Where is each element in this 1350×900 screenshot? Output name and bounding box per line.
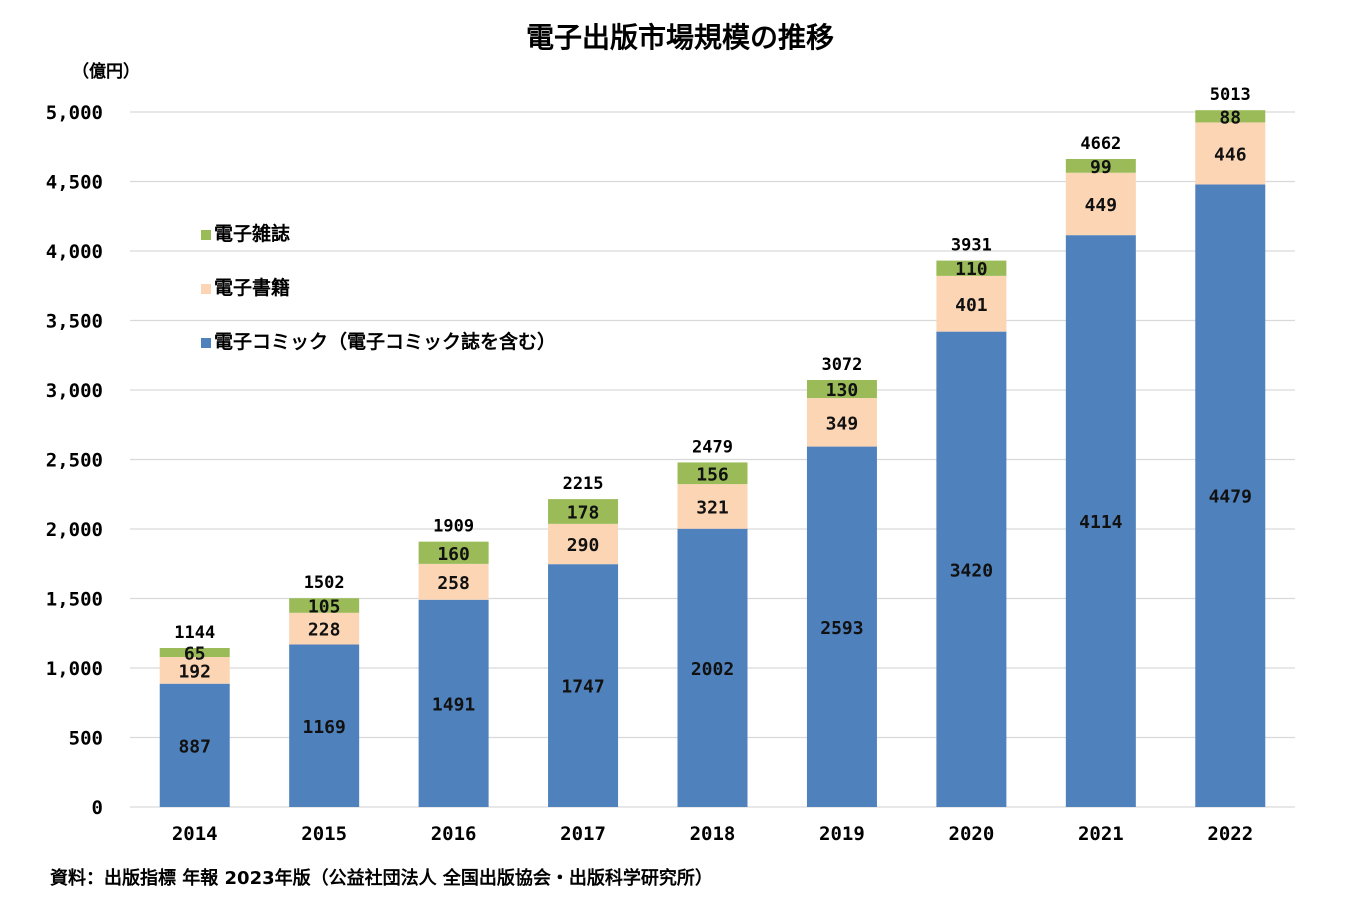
- x-tick-label: 2015: [301, 823, 347, 845]
- total-label: 5013: [1210, 85, 1251, 105]
- data-label: 2002: [691, 659, 734, 680]
- legend-swatch: [201, 338, 211, 348]
- data-label: 156: [696, 464, 729, 485]
- x-tick-label: 2014: [172, 823, 218, 845]
- y-tick-label: 3,500: [46, 311, 103, 333]
- x-tick-label: 2019: [819, 823, 865, 845]
- bar-segment: [1065, 235, 1136, 808]
- bar-segment: [936, 331, 1007, 807]
- data-label: 178: [567, 502, 600, 523]
- total-label: 1144: [174, 623, 215, 643]
- data-label: 99: [1090, 157, 1112, 178]
- y-tick-label: 2,500: [46, 450, 103, 472]
- legend-label: 電子書籍: [214, 276, 290, 299]
- data-label: 349: [826, 413, 859, 434]
- bar-segment: [418, 541, 489, 564]
- data-label: 1169: [302, 717, 345, 738]
- bar-segment: [159, 657, 230, 684]
- x-axis-ticks: 2014 2015 2016 2017 2018 2019 2020 2021 2022: [172, 823, 1253, 845]
- y-tick-label: 4,500: [46, 172, 103, 194]
- data-label: 192: [178, 661, 211, 682]
- data-label: 1747: [561, 677, 604, 698]
- bar-segment: [418, 599, 489, 807]
- data-label: 401: [955, 295, 988, 316]
- bar-segment: [936, 275, 1007, 332]
- data-label: 130: [826, 380, 859, 401]
- bar-segment: [1195, 122, 1266, 185]
- total-label: 4662: [1080, 134, 1121, 154]
- bar-segment: [159, 647, 230, 658]
- bar-segment: [548, 564, 619, 807]
- source-note: 資料：出版指標 年報 2023年版（公益社団法人 全国出版協会・出版科学研究所）: [50, 867, 713, 889]
- bar-segment: [1065, 158, 1136, 173]
- data-label: 4479: [1209, 487, 1252, 508]
- data-label: 3420: [950, 560, 993, 581]
- data-label: 2593: [820, 618, 863, 639]
- total-label: 2479: [692, 437, 733, 457]
- data-label: 887: [178, 736, 211, 757]
- bars: [159, 110, 1266, 808]
- x-tick-label: 2020: [949, 823, 995, 845]
- bar-segment: [289, 598, 360, 613]
- bar-segment: [548, 523, 619, 565]
- total-label: 1909: [433, 517, 474, 537]
- x-tick-label: 2017: [560, 823, 606, 845]
- y-tick-label: 0: [92, 797, 103, 819]
- bar-segment: [806, 446, 877, 807]
- legend-label: 電子雑誌: [214, 222, 290, 245]
- bar-segment: [548, 499, 619, 524]
- data-label: 4114: [1079, 512, 1123, 533]
- y-tick-label: 2,000: [46, 519, 103, 541]
- data-label: 105: [308, 597, 341, 618]
- data-label: 449: [1085, 195, 1118, 216]
- x-tick-label: 2016: [431, 823, 477, 845]
- bar-segment: [677, 462, 748, 485]
- bar-segment: [159, 683, 230, 807]
- y-tick-label: 500: [69, 728, 103, 750]
- data-label: 258: [437, 573, 470, 594]
- y-axis-unit: （億円）: [72, 61, 140, 82]
- data-label: 446: [1214, 144, 1247, 165]
- bar-segment: [806, 398, 877, 447]
- legend-swatch: [201, 230, 211, 240]
- y-axis-ticks: 0 500 1,000 1,500 2,000 2,500 3,000 3,500 4,000 4…: [46, 102, 103, 819]
- bar-segment: [936, 260, 1007, 276]
- bar-segment: [1065, 172, 1136, 236]
- bar-segment: [418, 563, 489, 600]
- bar-segment: [1195, 184, 1266, 807]
- y-tick-label: 1,500: [46, 589, 103, 611]
- total-label: 2215: [563, 474, 604, 494]
- chart-title: 電子出版市場規模の推移: [526, 21, 834, 54]
- y-tick-label: 4,000: [46, 241, 103, 263]
- legend-label: 電子コミック（電子コミック誌を含む）: [214, 330, 556, 353]
- total-label: 3931: [951, 236, 992, 256]
- bar-segment: [1195, 110, 1266, 123]
- data-label: 1491: [432, 694, 475, 715]
- data-label: 321: [696, 497, 729, 518]
- data-label: 228: [308, 620, 341, 641]
- y-tick-label: 1,000: [46, 658, 103, 680]
- y-tick-label: 5,000: [46, 102, 103, 124]
- data-label: 88: [1219, 107, 1241, 128]
- total-label: 3072: [821, 355, 862, 375]
- legend-swatch: [201, 284, 211, 294]
- bar-segment: [289, 612, 360, 645]
- data-label: 65: [184, 644, 206, 665]
- total-label: 1502: [304, 573, 345, 593]
- data-label: 160: [437, 544, 470, 565]
- x-tick-label: 2021: [1078, 823, 1124, 845]
- x-tick-label: 2018: [690, 823, 736, 845]
- bar-segment: [806, 379, 877, 399]
- bar-segment: [289, 644, 360, 807]
- bar-segment: [677, 484, 748, 529]
- bar-segment: [677, 528, 748, 807]
- data-label: 110: [955, 259, 988, 280]
- total-labels: 1144 1502 1909 2215 2479 3072 3931 4662 5013: [174, 85, 1251, 643]
- x-tick-label: 2022: [1207, 823, 1253, 845]
- y-tick-label: 3,000: [46, 380, 103, 402]
- data-label: 290: [567, 535, 600, 556]
